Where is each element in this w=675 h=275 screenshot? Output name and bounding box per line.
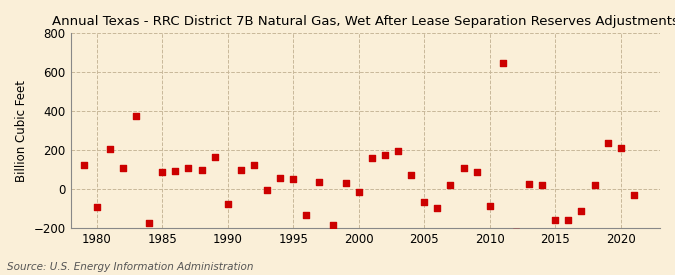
Point bbox=[602, 140, 613, 145]
Point bbox=[275, 175, 286, 180]
Point bbox=[616, 146, 626, 151]
Title: Annual Texas - RRC District 7B Natural Gas, Wet After Lease Separation Reserves : Annual Texas - RRC District 7B Natural G… bbox=[52, 15, 675, 28]
Point bbox=[524, 181, 535, 186]
Point bbox=[563, 218, 574, 222]
Point bbox=[445, 183, 456, 188]
Point bbox=[471, 170, 482, 174]
Point bbox=[367, 156, 377, 160]
Point bbox=[196, 168, 207, 172]
Text: Source: U.S. Energy Information Administration: Source: U.S. Energy Information Administ… bbox=[7, 262, 253, 272]
Point bbox=[314, 179, 325, 184]
Point bbox=[484, 204, 495, 208]
Point bbox=[117, 166, 128, 170]
Point bbox=[78, 163, 89, 167]
Point bbox=[288, 177, 298, 181]
Point bbox=[432, 206, 443, 210]
Point bbox=[510, 230, 521, 235]
Point bbox=[537, 182, 547, 187]
Point bbox=[183, 166, 194, 170]
Point bbox=[144, 220, 155, 225]
Point bbox=[236, 168, 246, 172]
Point bbox=[458, 166, 469, 170]
Point bbox=[393, 149, 404, 153]
Point bbox=[497, 60, 508, 65]
Point bbox=[262, 188, 273, 192]
Point bbox=[340, 180, 351, 185]
Y-axis label: Billion Cubic Feet: Billion Cubic Feet bbox=[15, 80, 28, 182]
Point bbox=[91, 205, 102, 209]
Point bbox=[209, 155, 220, 160]
Point bbox=[406, 172, 416, 177]
Point bbox=[576, 209, 587, 213]
Point bbox=[327, 223, 338, 228]
Point bbox=[222, 202, 233, 206]
Point bbox=[131, 114, 142, 119]
Point bbox=[550, 218, 561, 222]
Point bbox=[418, 200, 429, 204]
Point bbox=[105, 147, 115, 152]
Point bbox=[170, 169, 181, 173]
Point bbox=[589, 182, 600, 187]
Point bbox=[157, 170, 167, 174]
Point bbox=[628, 193, 639, 197]
Point bbox=[301, 213, 312, 217]
Point bbox=[353, 190, 364, 194]
Point bbox=[379, 153, 390, 158]
Point bbox=[248, 163, 259, 167]
